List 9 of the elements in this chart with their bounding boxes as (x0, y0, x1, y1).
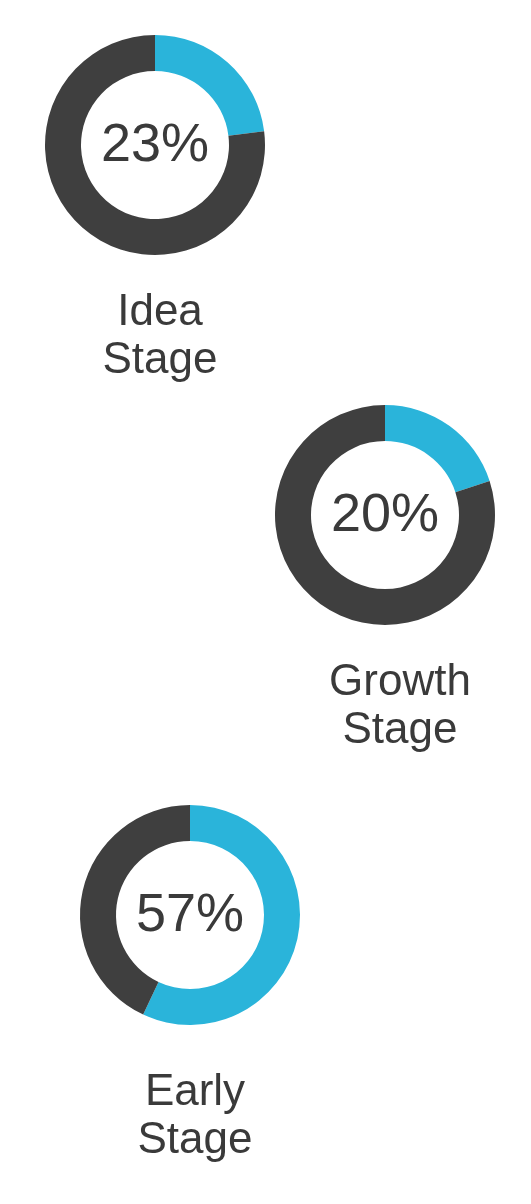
data-label: 23% (100, 112, 210, 172)
donut-slice (385, 405, 490, 493)
data-label: 20% (330, 482, 440, 542)
donut-slice (275, 405, 495, 625)
text: Growth Stage (329, 655, 471, 752)
data-label: 57% (135, 882, 245, 942)
text: Idea Stage (102, 285, 218, 382)
donut-slice (45, 35, 265, 255)
text: Early Stage (137, 1065, 253, 1162)
